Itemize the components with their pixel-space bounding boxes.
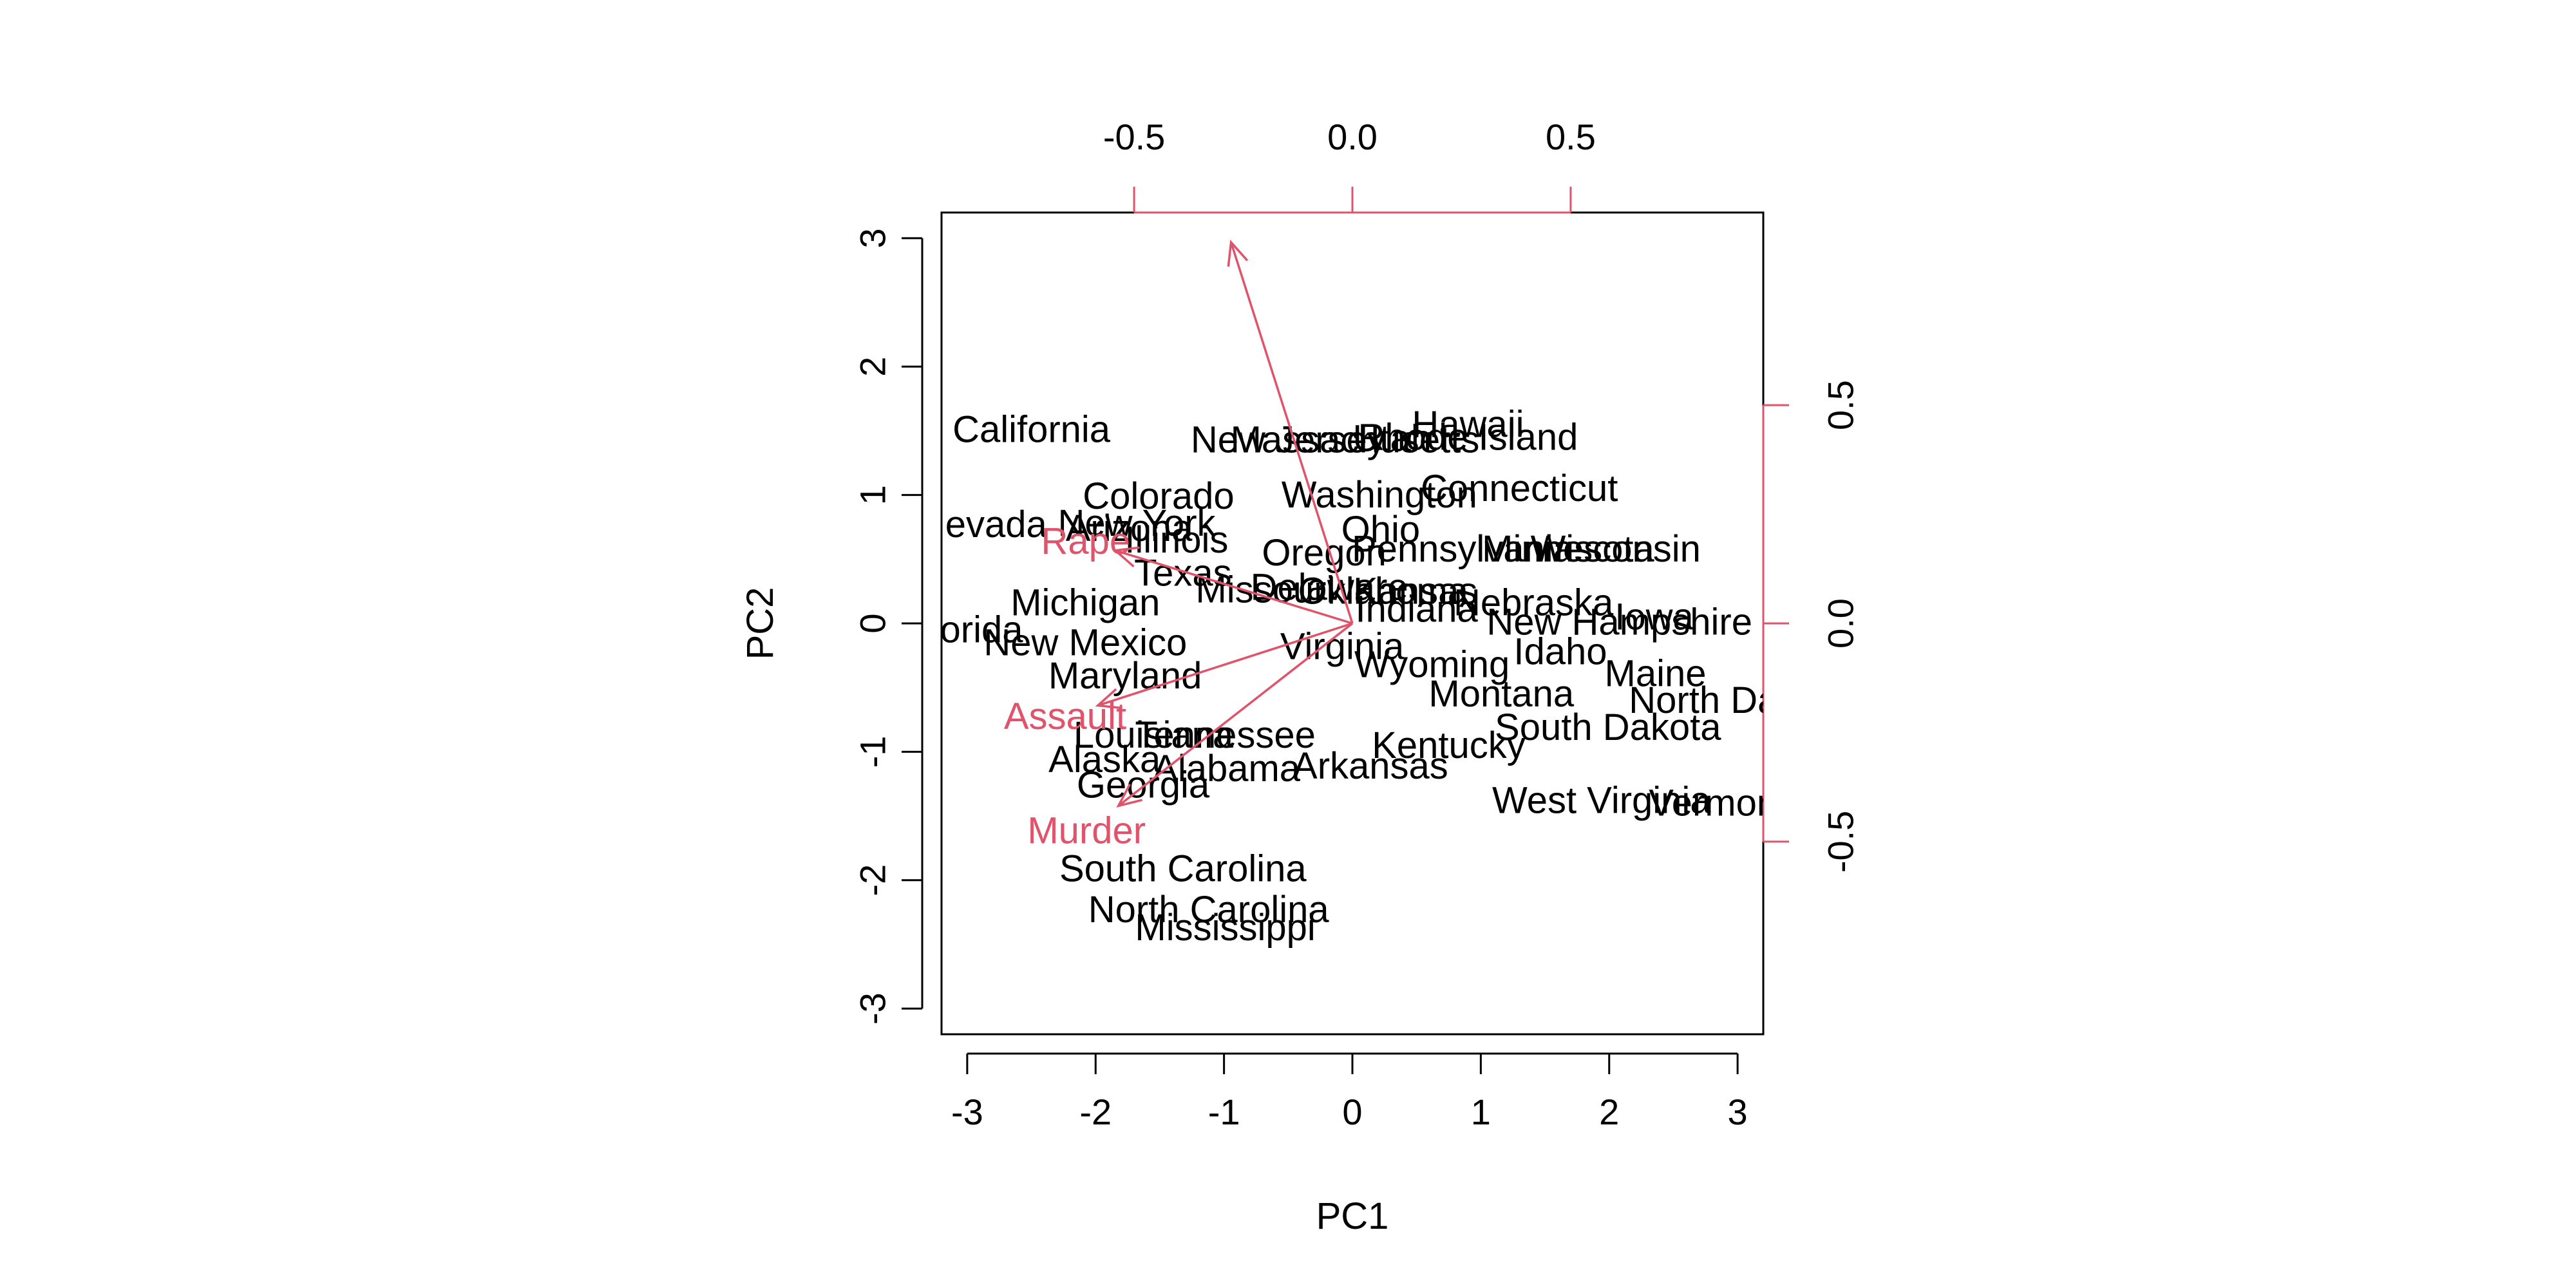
obs-label-new-mexico: New Mexico [983, 621, 1187, 663]
obs-label-rhode-island: Rhode Island [1358, 416, 1578, 458]
y-tick-label: -3 [853, 992, 893, 1025]
x-tick-label: -3 [951, 1092, 983, 1132]
loading-arrowhead-murder [1116, 783, 1142, 808]
loading-arrowhead-rape [1112, 546, 1140, 568]
obs-label-pennsylvania: Pennsylvania [1352, 528, 1575, 570]
obs-label-nevada: Nevada [918, 504, 1048, 545]
obs-label-montana: Montana [1428, 673, 1574, 715]
obs-label-washington: Washington [1282, 474, 1477, 516]
y-tick-label: -1 [853, 735, 893, 768]
y-axis-title: PC2 [739, 587, 781, 660]
top-tick-label: 0.5 [1546, 117, 1596, 157]
y-tick-label: 0 [853, 613, 893, 633]
x-axis-title: PC1 [1316, 1195, 1389, 1237]
obs-label-missouri: Missouri [1195, 569, 1334, 611]
loading-label-rape: Rape [1041, 520, 1131, 562]
obs-label-maryland: Maryland [1048, 655, 1202, 697]
x-tick-label: -1 [1208, 1092, 1240, 1132]
right-tick-label: 0.5 [1821, 380, 1861, 430]
obs-label-west-virginia: West Virginia [1492, 780, 1711, 822]
obs-label-delaware: Delaware [1251, 567, 1408, 609]
obs-label-wyoming: Wyoming [1354, 643, 1510, 685]
obs-label-alaska: Alaska [1048, 739, 1161, 781]
y-tick-label: 2 [853, 357, 893, 377]
right-axis: -0.5 0.0 0.5 [1762, 380, 1861, 873]
left-axis: -3 -2 -1 0 1 2 3 [853, 228, 923, 1025]
obs-label-new-hampshire: New Hampshire [1486, 601, 1752, 643]
loading-arrowhead-assault [1095, 688, 1122, 710]
obs-label-indiana: Indiana [1356, 589, 1479, 630]
x-tick-label: 3 [1728, 1092, 1748, 1132]
obs-label-vermont: Vermont [1649, 782, 1788, 824]
obs-label-maine: Maine [1605, 652, 1707, 694]
top-tick-label: 0.0 [1327, 117, 1378, 157]
obs-label-new-jersey: New Jersey [1191, 419, 1386, 460]
obs-label-mississippi: Mississippi [1135, 907, 1315, 949]
obs-label-arizona: Arizona [1066, 507, 1193, 549]
loading-arrowhead-urbanpop [1227, 240, 1249, 267]
loading-label-urbanpop: UrbanPop [1131, 169, 1299, 211]
obs-label-california: California [952, 408, 1111, 450]
obs-label-north-dakota: North Dakota [1629, 679, 1849, 721]
obs-label-kentucky: Kentucky [1372, 724, 1526, 766]
obs-label-alabama: Alabama [1153, 748, 1301, 790]
top-tick-label: -0.5 [1103, 117, 1166, 157]
obs-label-hawaii: Hawaii [1412, 403, 1524, 445]
loading-arrow-assault [1097, 622, 1353, 707]
obs-label-illinois: Illinois [1124, 519, 1228, 561]
obs-label-wisconsin: Wisconsin [1531, 528, 1701, 570]
obs-label-michigan: Michigan [1010, 582, 1160, 624]
obs-label-north-carolina: North Carolina [1088, 889, 1330, 931]
obs-label-louisiana: Louisiana [1074, 714, 1234, 756]
obs-label-south-carolina: South Carolina [1059, 848, 1307, 889]
obs-label-arkansas: Arkansas [1293, 745, 1448, 787]
loading-arrow-urbanpop [1229, 242, 1354, 624]
obs-label-florida: Florida [909, 609, 1023, 650]
obs-label-utah: Utah [1353, 417, 1432, 459]
loading-arrows: Murder Assault UrbanPop Rape [1004, 169, 1354, 851]
x-tick-label: -2 [1079, 1092, 1112, 1132]
obs-label-connecticut: Connecticut [1421, 468, 1618, 509]
loading-label-murder: Murder [1027, 810, 1146, 851]
obs-label-iowa: Iowa [1615, 596, 1694, 638]
x-tick-label: 2 [1599, 1092, 1619, 1132]
obs-label-new-york: New York [1058, 502, 1217, 544]
top-axis: -0.5 0.0 0.5 [1103, 117, 1596, 214]
y-tick-label: 1 [853, 485, 893, 505]
obs-label-south-dakota: South Dakota [1495, 706, 1721, 748]
x-tick-label: 1 [1471, 1092, 1491, 1132]
obs-label-nebraska: Nebraska [1454, 582, 1614, 624]
right-tick-label: 0.0 [1821, 598, 1861, 649]
bottom-axis: -3 -2 -1 0 1 2 3 [951, 1052, 1748, 1132]
obs-label-massachusetts: Massachusetts [1231, 419, 1480, 460]
obs-label-oregon: Oregon [1262, 532, 1386, 574]
obs-label-colorado: Colorado [1083, 475, 1234, 517]
right-tick-label: -0.5 [1821, 811, 1861, 873]
obs-label-minnesota: Minnesota [1482, 528, 1654, 570]
obs-label-ohio: Ohio [1341, 509, 1421, 551]
loading-label-assault: Assault [1004, 696, 1126, 737]
obs-label-idaho: Idaho [1513, 630, 1607, 672]
y-tick-label: -2 [853, 864, 893, 896]
obs-label-texas: Texas [1134, 553, 1232, 594]
x-tick-label: 0 [1342, 1092, 1362, 1132]
y-tick-label: 3 [853, 228, 893, 248]
obs-label-oklahoma: Oklahoma [1298, 571, 1469, 612]
obs-label-kansas: Kansas [1353, 571, 1477, 612]
loading-arrow-murder [1117, 622, 1354, 807]
loading-arrow-rape [1115, 549, 1353, 625]
